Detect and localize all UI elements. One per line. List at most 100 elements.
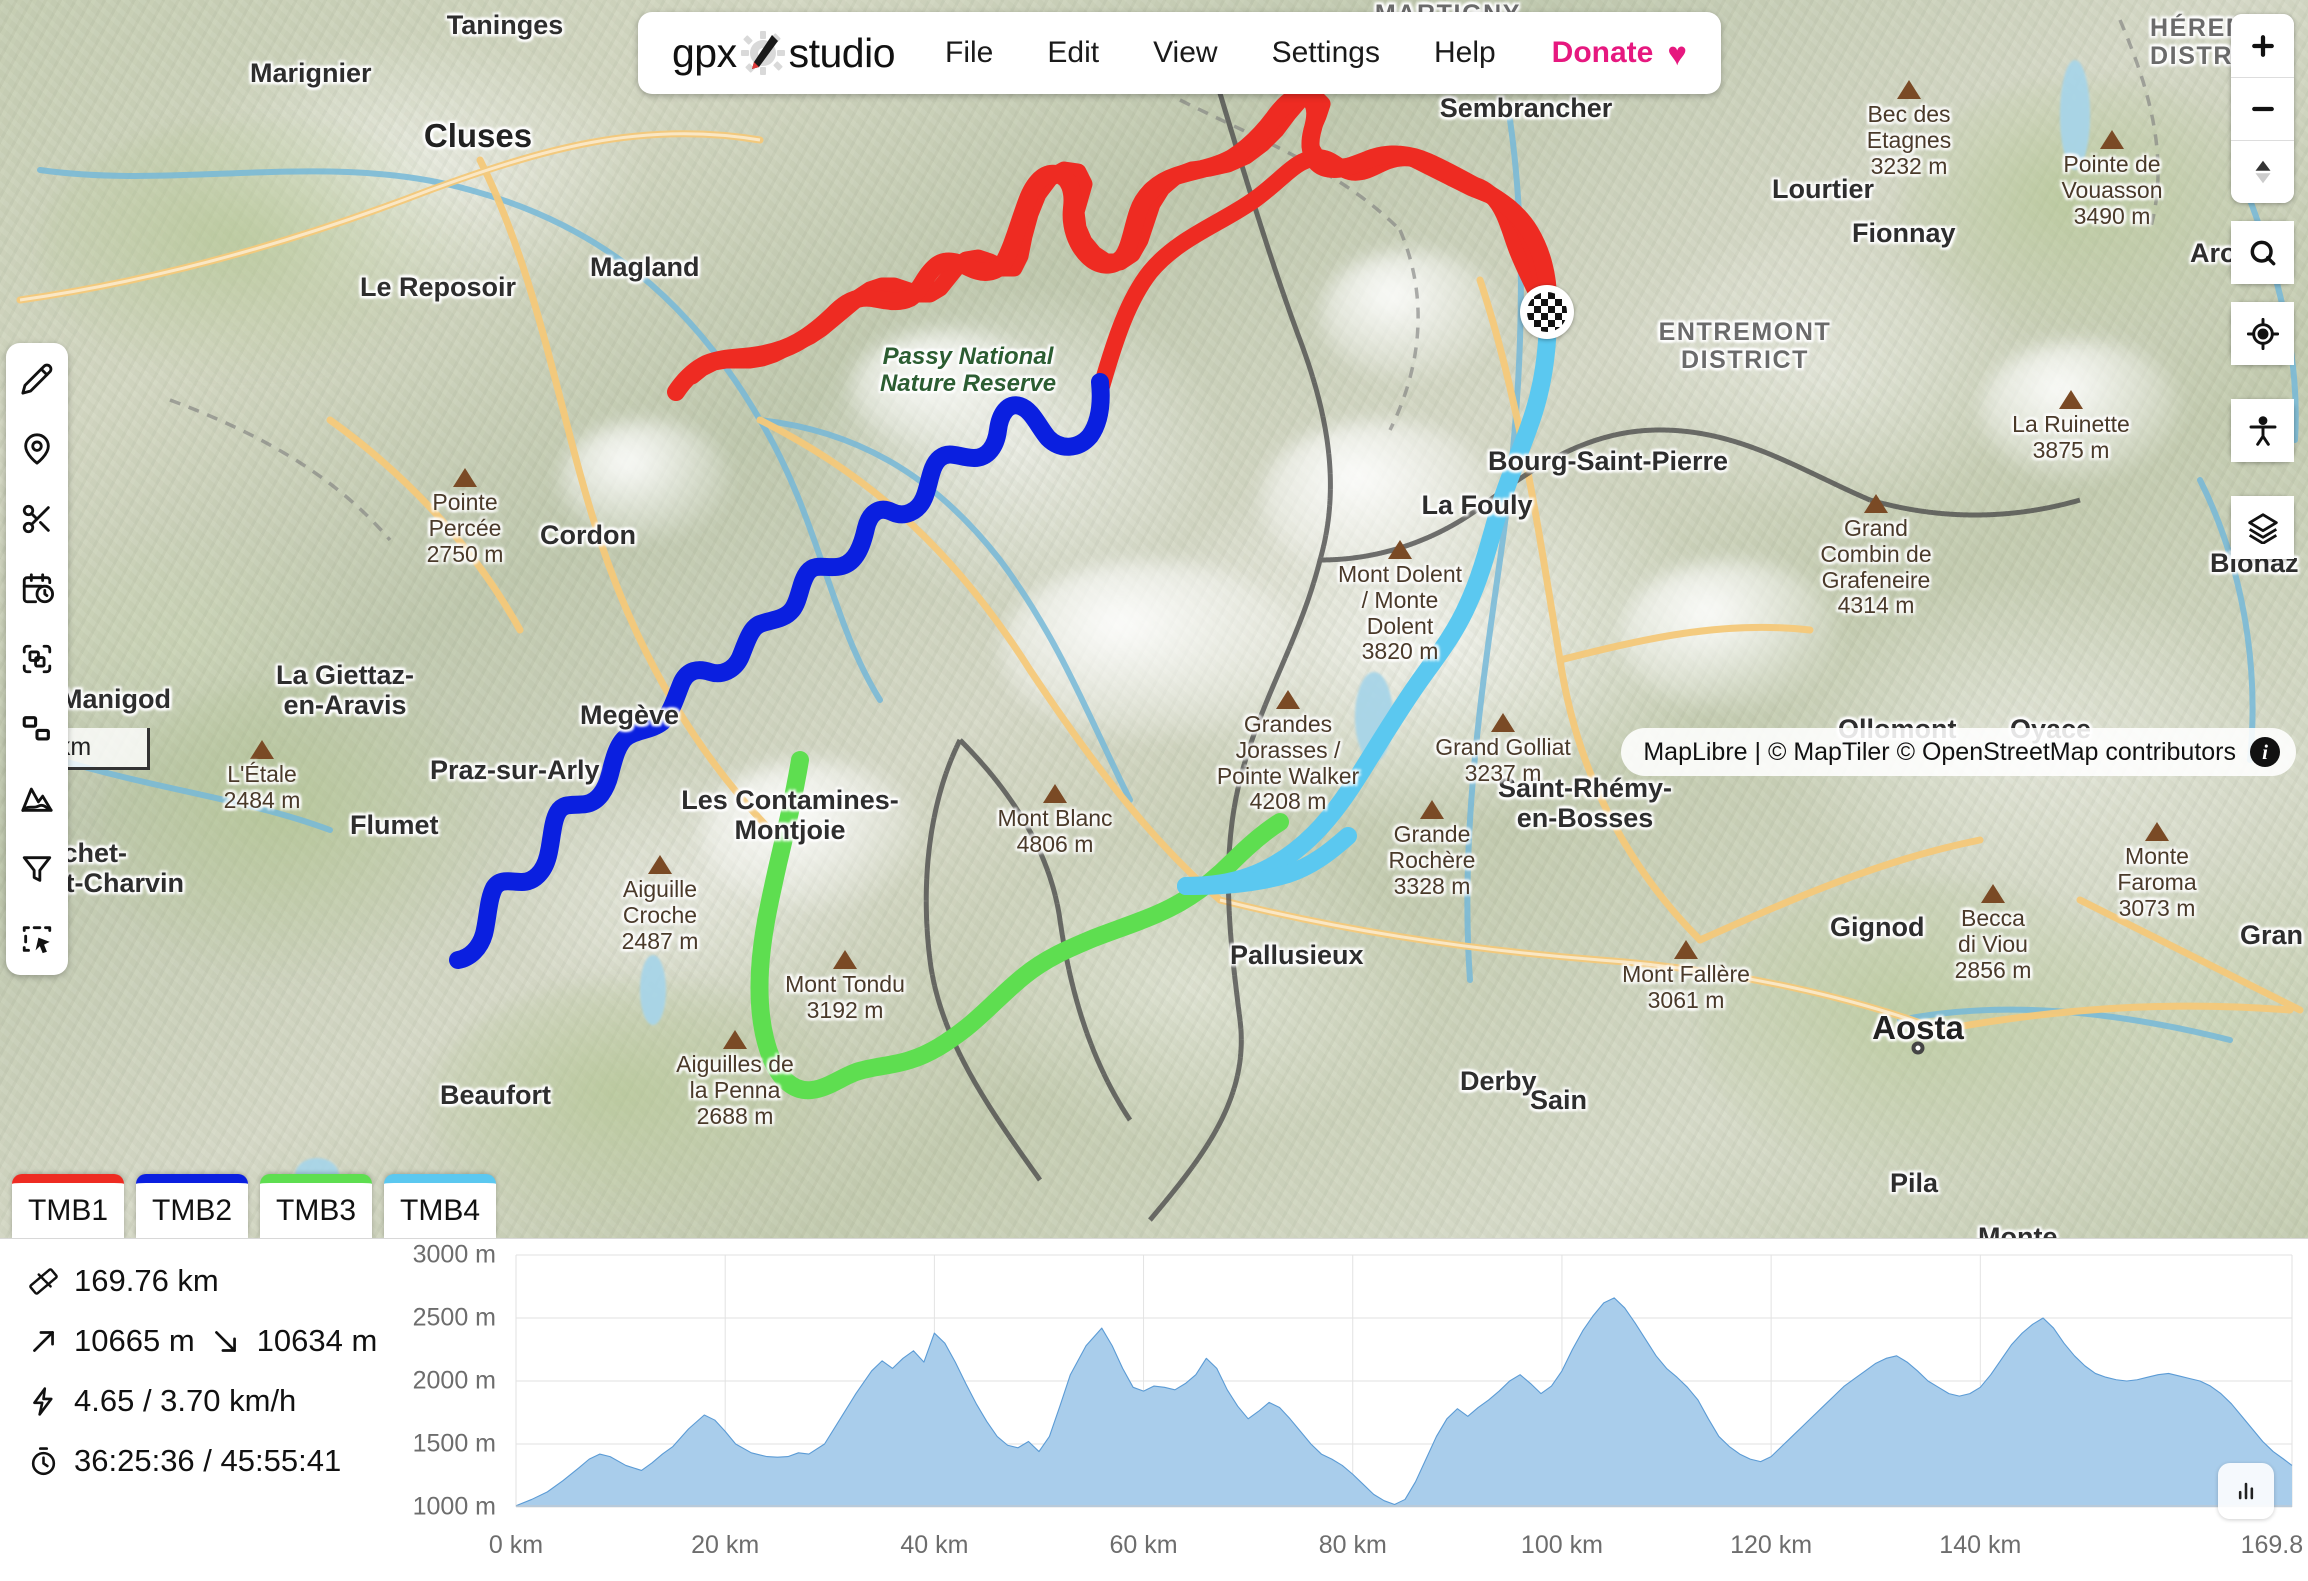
chart-x-axis: 0 km 20 km 40 km 60 km 80 km 100 km 120 km 140 … xyxy=(489,1517,2308,1567)
geolocate-button[interactable] xyxy=(2231,302,2294,365)
peak-triangle-icon xyxy=(1043,784,1067,803)
gpx-track-tmb4 xyxy=(1177,303,1557,895)
chart-y-axis: 3000 m 2500 m 2000 m 1500 m 1000 m xyxy=(390,1241,506,1521)
peak-triangle-icon xyxy=(250,740,274,759)
search-button[interactable] xyxy=(2231,221,2294,284)
peak-triangle-icon xyxy=(453,468,477,487)
donate-label: Donate xyxy=(1551,36,1654,69)
gpx-track-tmb4-west xyxy=(1177,827,1357,895)
magnifier-icon[interactable] xyxy=(2231,221,2294,284)
donate-button[interactable]: Donate ♥ xyxy=(1552,36,1687,70)
bolt-icon xyxy=(26,1384,60,1418)
time-tool[interactable] xyxy=(15,567,59,611)
city-dot-aosta xyxy=(1911,1041,1925,1055)
track-tab-label: TMB4 xyxy=(400,1193,481,1227)
extract-tool[interactable] xyxy=(15,707,59,751)
x-axis-tick-label: 100 km xyxy=(1520,1531,1603,1559)
stacked-layers-icon[interactable] xyxy=(2231,496,2294,559)
y-axis-tick-label: 3000 m xyxy=(412,1240,496,1269)
zoom-control-group xyxy=(2231,14,2294,203)
menu-help[interactable]: Help xyxy=(1433,36,1496,69)
stat-time: 36:25:36 / 45:55:41 xyxy=(26,1443,426,1479)
x-axis-tick-label: 0 km xyxy=(488,1531,544,1559)
app-logo[interactable]: gpx xyxy=(672,29,896,77)
track-tab-label: TMB2 xyxy=(152,1193,233,1227)
menu-edit[interactable]: Edit xyxy=(1047,36,1100,69)
chart-type-toggle[interactable] xyxy=(2218,1463,2274,1519)
peak-triangle-icon xyxy=(1981,884,2005,903)
elevation-loss: 10634 m xyxy=(256,1323,378,1358)
peak-triangle-icon xyxy=(648,855,672,874)
pitch-compass-button[interactable] xyxy=(2231,140,2294,203)
attribution-text: MapLibre | © MapTiler © OpenStreetMap co… xyxy=(1643,737,2236,766)
gpx-track-tmb2 xyxy=(449,373,1110,969)
peak-triangle-icon xyxy=(2100,130,2124,149)
trend-up-icon xyxy=(26,1324,60,1358)
ruler-icon xyxy=(26,1264,60,1298)
track-tab-tmb4[interactable]: TMB4 xyxy=(384,1174,497,1238)
trend-down-icon xyxy=(209,1324,243,1358)
gpx-track-tmb3 xyxy=(750,751,1289,1100)
scissors-tool[interactable] xyxy=(15,497,59,541)
chart-plot-area[interactable] xyxy=(516,1255,2292,1507)
peak-triangle-icon xyxy=(1674,940,1698,959)
zoom-out-button[interactable] xyxy=(2231,77,2294,140)
elevation-area xyxy=(516,1297,2292,1507)
track-tab-tmb1[interactable]: TMB1 xyxy=(12,1174,125,1238)
stat-distance: 169.76 km xyxy=(26,1263,426,1299)
y-axis-tick-label: 1500 m xyxy=(412,1429,496,1458)
gpx-tracks xyxy=(449,87,1557,1100)
peak-triangle-icon xyxy=(2145,822,2169,841)
peak-triangle-icon xyxy=(723,1030,747,1049)
brand-suffix: studio xyxy=(788,29,896,76)
select-tool[interactable] xyxy=(15,917,59,961)
stopwatch-icon xyxy=(26,1444,60,1478)
editing-toolbar xyxy=(6,343,68,975)
layers-button[interactable] xyxy=(2231,496,2294,559)
street-view-button[interactable] xyxy=(2231,399,2294,462)
elevation-profile-chart[interactable]: 3000 m 2500 m 2000 m 1500 m 1000 m 0 km 20 km… xyxy=(390,1241,2308,1571)
draw-route-tool[interactable] xyxy=(15,357,59,401)
menu-file[interactable]: File xyxy=(945,36,994,69)
track-statistics: 169.76 km 10665 m 10634 m xyxy=(26,1253,426,1479)
add-waypoint-tool[interactable] xyxy=(15,427,59,471)
x-axis-tick-label: 20 km xyxy=(691,1531,760,1559)
reduce-tool[interactable] xyxy=(15,847,59,891)
peak-triangle-icon xyxy=(1897,80,1921,99)
zoom-in-button[interactable] xyxy=(2231,14,2294,77)
track-tab-bar: TMB1 TMB2 TMB3 TMB4 xyxy=(12,1174,497,1238)
menu-settings[interactable]: Settings xyxy=(1271,36,1380,69)
menu-view[interactable]: View xyxy=(1153,36,1218,69)
stat-speed: 4.65 / 3.70 km/h xyxy=(26,1383,426,1419)
track-tab-tmb2[interactable]: TMB2 xyxy=(136,1174,249,1238)
map-attribution[interactable]: MapLibre | © MapTiler © OpenStreetMap co… xyxy=(1621,728,2296,776)
track-tab-tmb3[interactable]: TMB3 xyxy=(260,1174,373,1238)
track-tab-label: TMB3 xyxy=(276,1193,357,1227)
info-icon[interactable]: i xyxy=(2250,737,2280,767)
elevation-gain: 10665 m xyxy=(74,1323,195,1358)
stats-and-profile-panel: 169.76 km 10665 m 10634 m xyxy=(0,1238,2308,1581)
finish-marker[interactable] xyxy=(1520,285,1574,339)
peak-triangle-icon xyxy=(833,950,857,969)
brand-prefix: gpx xyxy=(672,29,737,76)
elevation-tool[interactable] xyxy=(15,777,59,821)
speed-value: 4.65 / 3.70 km/h xyxy=(74,1383,297,1418)
y-axis-tick-label: 2000 m xyxy=(412,1366,496,1395)
time-value: 36:25:36 / 45:55:41 xyxy=(74,1443,342,1478)
x-axis-tick-label: 40 km xyxy=(900,1531,969,1559)
map-vectors xyxy=(16,19,2304,1222)
x-axis-tick-label: 80 km xyxy=(1318,1531,1387,1559)
peak-triangle-icon xyxy=(2059,390,2083,409)
heart-icon: ♥ xyxy=(1667,34,1687,72)
lake xyxy=(2060,60,2090,170)
chart-svg xyxy=(516,1255,2292,1507)
peak-triangle-icon xyxy=(1491,713,1515,732)
main-menu-bar: gpx xyxy=(638,12,1721,94)
x-axis-tick-label: 60 km xyxy=(1109,1531,1178,1559)
x-axis-tick-label: 140 km xyxy=(1939,1531,2022,1559)
checkered-flag-icon xyxy=(1527,292,1567,332)
map-canvas[interactable]: Taninges Marignier Cluses Magland Le Reposoi… xyxy=(0,0,2308,1238)
merge-tool[interactable] xyxy=(15,637,59,681)
person-icon[interactable] xyxy=(2231,399,2294,462)
crosshair-dot-icon[interactable] xyxy=(2231,302,2294,365)
